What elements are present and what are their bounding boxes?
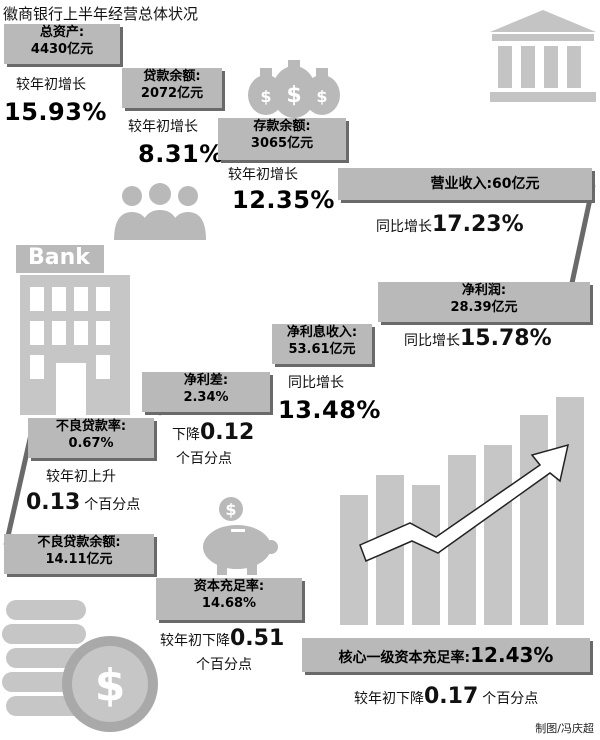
net-profit-value: 28.39亿元 xyxy=(450,300,518,315)
bank-building-icon xyxy=(490,10,596,102)
svg-text:$: $ xyxy=(260,87,271,106)
cet1-unit: 个百分点 xyxy=(482,691,539,707)
deposits-box: 存款余额: 3065亿元 xyxy=(218,118,346,160)
office-building-icon xyxy=(16,245,130,415)
loans-desc: 较年初增长 xyxy=(128,119,198,135)
total-assets-num: 15.93% xyxy=(4,98,107,126)
car-box: 资本充足率: 14.68% xyxy=(156,578,302,620)
svg-text:$: $ xyxy=(316,87,327,106)
cet1-head: 核心一级资本充足率: xyxy=(338,650,471,666)
car-unit: 个百分点 xyxy=(196,657,252,673)
net-interest-value: 53.61亿元 xyxy=(288,342,356,357)
revenue-line: 同比增长17.23% xyxy=(376,212,524,237)
net-profit-desc: 同比增长 xyxy=(404,333,460,349)
deposits-desc: 较年初增长 xyxy=(228,167,298,183)
car-num: 0.51 xyxy=(230,626,285,651)
bank-sign: Bank xyxy=(28,245,90,270)
car-value: 14.68% xyxy=(201,596,257,611)
revenue-desc: 同比增长 xyxy=(376,219,432,235)
npl-ratio-desc: 较年初上升 xyxy=(46,469,116,485)
net-profit-line: 同比增长15.78% xyxy=(404,326,552,351)
page-title: 徽商银行上半年经营总体状况 xyxy=(3,5,199,23)
piggy-bank-icon: $ xyxy=(203,497,278,575)
npl-balance-value: 14.11亿元 xyxy=(45,552,113,567)
net-profit-num: 15.78% xyxy=(460,326,552,351)
net-profit-box: 净利润: 28.39亿元 xyxy=(378,282,590,322)
loans-head: 贷款余额: xyxy=(143,69,201,84)
cet1-box: 核心一级资本充足率:12.43% xyxy=(302,638,590,672)
net-spread-unit: 个百分点 xyxy=(176,451,232,467)
total-assets-box: 总资产: 4430亿元 xyxy=(4,24,120,64)
revenue-num: 17.23% xyxy=(432,212,524,237)
cet1-line: 较年初下降0.17 个百分点 xyxy=(354,684,538,709)
total-assets-value: 4430亿元 xyxy=(30,42,94,57)
net-spread-num: 0.12 xyxy=(200,420,255,445)
revenue-head: 营业收入:60亿元 xyxy=(430,176,540,192)
credit: 制图/冯庆超 xyxy=(535,722,594,735)
net-spread-value: 2.34% xyxy=(183,390,229,405)
net-profit-head: 净利润: xyxy=(461,283,507,298)
npl-balance-box: 不良贷款余额: 14.11亿元 xyxy=(4,534,154,574)
cet1-num: 12.43% xyxy=(470,643,554,667)
npl-ratio-unit: 个百分点 xyxy=(84,497,141,513)
npl-ratio-head: 不良贷款率: xyxy=(55,419,127,434)
cet1-desc: 较年初下降 xyxy=(354,691,424,707)
net-spread-desc: 下降 xyxy=(172,427,200,443)
money-bags-icon: $ $ $ xyxy=(248,60,340,118)
car-desc: 较年初下降 xyxy=(160,633,230,649)
net-spread-box: 净利差: 2.34% xyxy=(142,372,270,412)
net-interest-head: 净利息收入: xyxy=(286,325,358,340)
bar-chart-up-icon xyxy=(340,397,584,625)
revenue-box: 营业收入:60亿元 xyxy=(338,168,592,200)
npl-balance-head: 不良贷款余额: xyxy=(37,535,121,550)
npl-ratio-value: 0.67% xyxy=(68,436,114,451)
car-head: 资本充足率: xyxy=(193,579,265,594)
deposits-num: 12.35% xyxy=(232,186,335,214)
npl-ratio-box: 不良贷款率: 0.67% xyxy=(28,418,154,458)
npl-ratio-line: 0.13 个百分点 xyxy=(26,490,140,515)
people-icon xyxy=(114,183,206,240)
svg-text:$: $ xyxy=(286,83,301,108)
car-line: 较年初下降0.51 xyxy=(160,626,284,651)
coin-stack-icon: $ xyxy=(2,600,158,732)
deposits-head: 存款余额: xyxy=(253,119,311,134)
net-interest-num: 13.48% xyxy=(278,396,381,424)
net-spread-line: 下降0.12 xyxy=(172,420,254,445)
svg-text:$: $ xyxy=(95,660,126,711)
svg-text:$: $ xyxy=(225,500,236,519)
net-interest-desc: 同比增长 xyxy=(288,375,344,391)
npl-ratio-num: 0.13 xyxy=(26,490,81,515)
total-assets-desc: 较年初增长 xyxy=(16,77,86,93)
loans-num: 8.31% xyxy=(138,140,224,168)
loans-box: 贷款余额: 2072亿元 xyxy=(122,68,222,108)
cet1-num2: 0.17 xyxy=(424,684,479,709)
net-interest-box: 净利息收入: 53.61亿元 xyxy=(272,324,372,364)
deposits-value: 3065亿元 xyxy=(250,136,314,151)
total-assets-head: 总资产: xyxy=(39,25,85,40)
loans-value: 2072亿元 xyxy=(140,86,204,101)
net-spread-head: 净利差: xyxy=(183,373,229,388)
